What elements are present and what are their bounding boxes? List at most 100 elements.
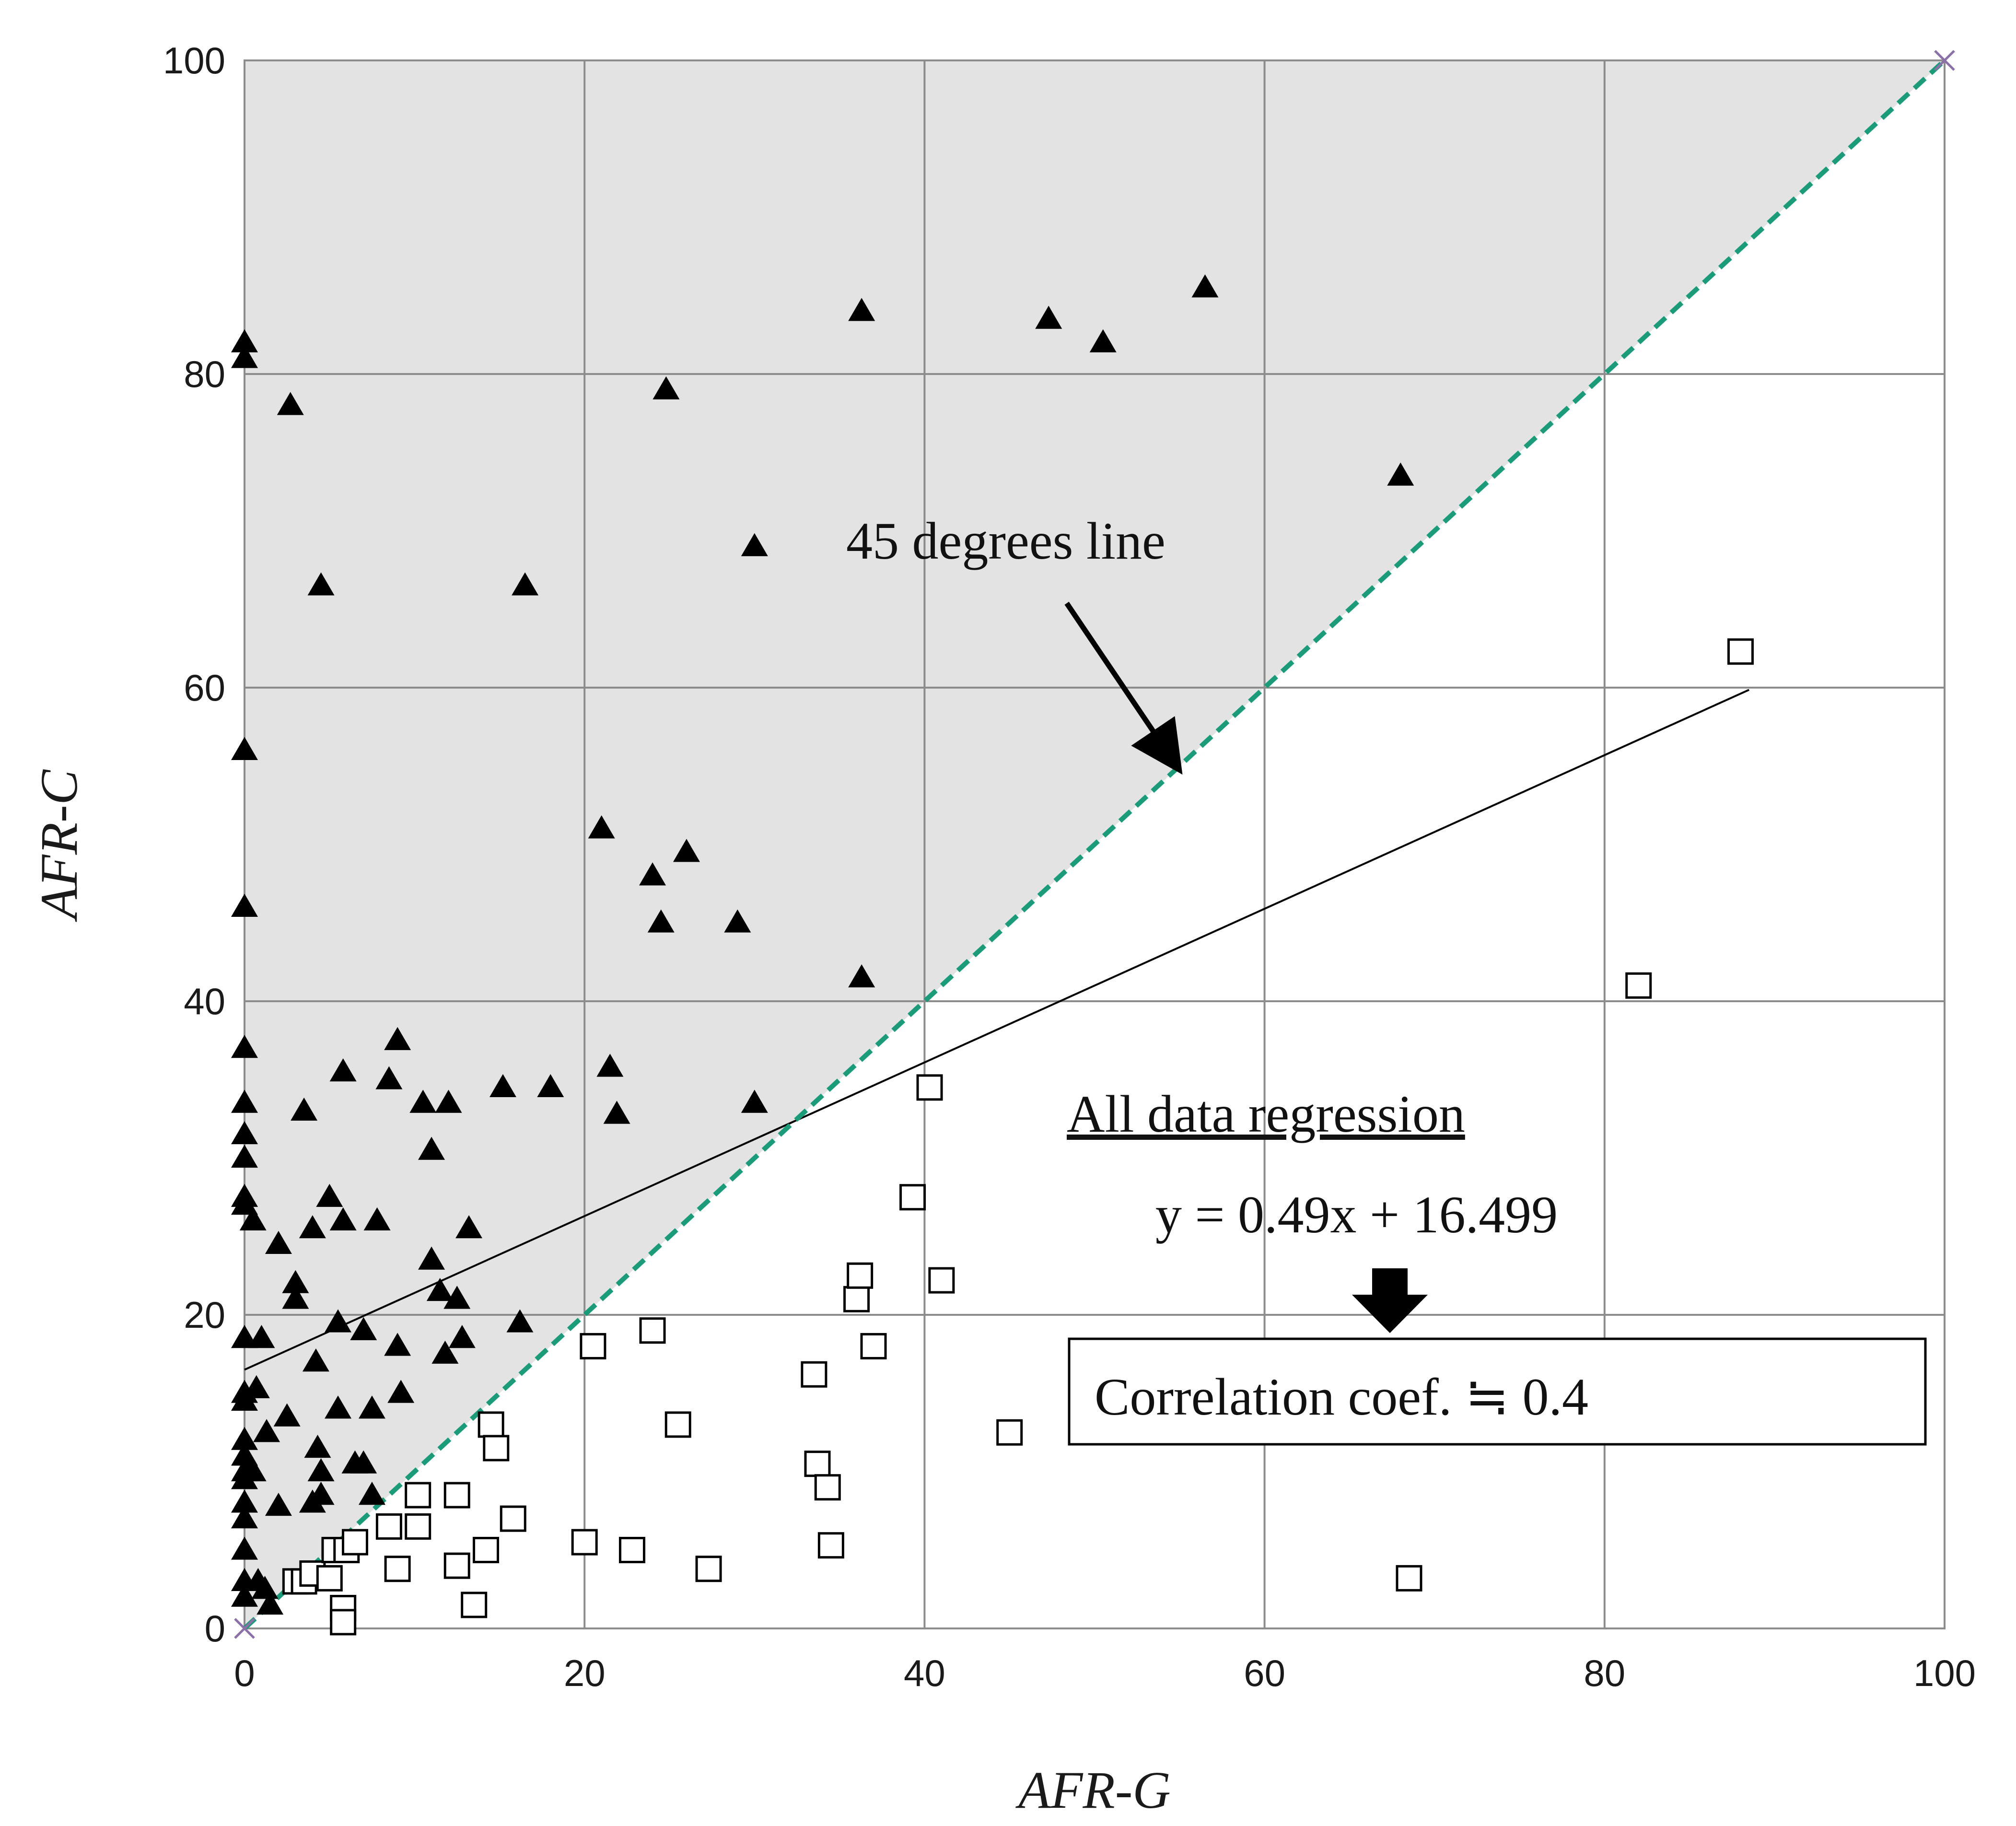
triangle-point (325, 1309, 352, 1333)
square-point (580, 1333, 606, 1359)
square-point (1625, 972, 1652, 999)
x-axis-title: AFR-G (1015, 1761, 1171, 1819)
square-point (571, 1529, 598, 1556)
triangle-point (358, 1395, 385, 1419)
triangle-point (375, 1066, 403, 1089)
regression-line (244, 689, 1750, 1371)
triangle-point (350, 1450, 377, 1474)
triangle-point (506, 1309, 534, 1333)
triangle-point (251, 1576, 279, 1599)
triangle-point (231, 1489, 258, 1513)
square-point (384, 1556, 411, 1582)
triangle-point (231, 1505, 258, 1529)
triangle-point (307, 1482, 335, 1505)
x-tick-label: 80 (1584, 1652, 1625, 1694)
triangle-point (265, 1230, 292, 1254)
square-point (316, 1565, 343, 1592)
triangle-point (848, 298, 875, 321)
square-point (928, 1267, 955, 1294)
square-point (996, 1419, 1023, 1446)
y-tick-label: 40 (184, 980, 225, 1022)
triangle-point (253, 1419, 280, 1442)
triangle-point (325, 1395, 352, 1419)
triangle-point (455, 1215, 483, 1239)
triangle-point (231, 1325, 258, 1348)
square-point (405, 1513, 431, 1540)
triangle-point (231, 1089, 258, 1113)
y-tick-label: 60 (184, 667, 225, 709)
square-point (1396, 1565, 1422, 1592)
triangle-point (231, 1035, 258, 1058)
triangle-point (426, 1277, 454, 1301)
triangle-point (448, 1325, 476, 1348)
y-tick-label: 20 (184, 1294, 225, 1336)
triangle-point (724, 909, 751, 933)
triangle-point (387, 1380, 415, 1403)
diagonal-endpoint-markers (234, 50, 1955, 1639)
square-point (330, 1609, 357, 1636)
triangle-point (231, 1145, 258, 1168)
triangle-point (231, 893, 258, 917)
x-tick-label: 40 (904, 1652, 945, 1694)
regression-equation: y = 0.49x + 16.499 (1155, 1185, 1558, 1244)
square-point (618, 1537, 645, 1563)
triangle-point (350, 1317, 377, 1340)
triangle-point (239, 1207, 267, 1230)
triangle-point (307, 572, 335, 596)
square-point (375, 1513, 402, 1540)
triangle-point (848, 964, 875, 988)
diagonal-45-degree-line (243, 59, 1946, 1630)
triangle-point (443, 1286, 471, 1309)
triangle-point (537, 1074, 564, 1098)
triangle-point (639, 862, 666, 886)
triangle-point (302, 1348, 329, 1372)
triangle-point (409, 1089, 437, 1113)
square-point (916, 1074, 943, 1101)
triangle-point (231, 1192, 258, 1215)
y-axis-title: AFR-C (30, 769, 88, 923)
triangle-point (231, 1536, 258, 1560)
diagonal-endpoint-mark (234, 1618, 255, 1639)
triangle-point (282, 1270, 309, 1293)
triangle-point (231, 737, 258, 760)
data-markers (231, 274, 1754, 1636)
square-point (899, 1184, 926, 1211)
triangle-point (231, 1121, 258, 1145)
triangle-point (231, 1442, 258, 1466)
triangle-point (603, 1100, 630, 1124)
triangle-point (741, 533, 768, 556)
triangle-point (1035, 305, 1062, 329)
square-point (483, 1435, 510, 1462)
triangle-point (741, 1089, 768, 1113)
triangle-point (418, 1136, 445, 1160)
triangle-point (653, 376, 680, 399)
square-point (843, 1286, 870, 1312)
triangle-point (329, 1058, 357, 1082)
y-tick-label: 80 (184, 353, 225, 395)
x-tick-label: 20 (564, 1652, 606, 1694)
triangle-point (316, 1183, 343, 1207)
triangle-point (647, 909, 675, 933)
triangle-point (231, 1583, 258, 1607)
square-point (804, 1451, 831, 1477)
triangle-point (363, 1207, 391, 1230)
square-point (341, 1529, 368, 1556)
triangle-point (231, 329, 258, 352)
triangle-point (304, 1434, 331, 1458)
triangle-point (256, 1591, 284, 1615)
square-point (443, 1482, 470, 1509)
y-tick-label: 0 (205, 1607, 225, 1650)
triangle-point (239, 1458, 267, 1482)
x-tick-label: 100 (1913, 1652, 1976, 1694)
square-point (639, 1317, 666, 1344)
triangle-point (1387, 462, 1414, 486)
regression-title: All data regression (1067, 1085, 1465, 1143)
square-point (847, 1262, 874, 1289)
square-point (695, 1556, 722, 1582)
square-point (664, 1411, 691, 1438)
square-point (1727, 638, 1754, 665)
square-point (814, 1474, 841, 1501)
square-point (801, 1361, 827, 1388)
triangle-point (329, 1207, 357, 1230)
triangle-point (1089, 329, 1117, 352)
